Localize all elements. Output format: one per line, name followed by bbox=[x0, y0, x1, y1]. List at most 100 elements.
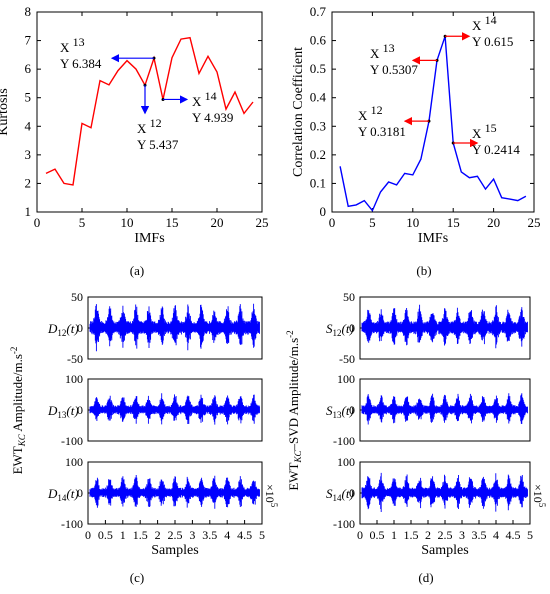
x-tick-label: 0.5 bbox=[370, 528, 385, 542]
y-axis-label: EWTKC–SVD Amplitude/m.s-2 bbox=[285, 330, 303, 490]
x-multiplier: ×105 bbox=[531, 484, 547, 508]
x-tick-label: 0 bbox=[85, 528, 91, 542]
y-tick-label: 5 bbox=[25, 90, 32, 105]
x-tick-label: 5 bbox=[527, 528, 533, 542]
x-tick-label: 15 bbox=[166, 215, 179, 230]
y-tick-label: 1 bbox=[25, 204, 32, 219]
chart-svd-signals: 500-50S12(t)1000-100S13(t)1000-100S14(t)… bbox=[285, 290, 547, 558]
y-tick-label: 0 bbox=[349, 321, 355, 335]
datatip-15: X 15 bbox=[472, 121, 497, 141]
x-tick-label: 3.5 bbox=[202, 528, 217, 542]
x-tick-label: 5 bbox=[79, 215, 86, 230]
panel-label-c: (c) bbox=[130, 570, 144, 585]
x-axis-label: IMFs bbox=[134, 231, 164, 246]
axes-box bbox=[36, 11, 263, 213]
x-tick-label: 2.5 bbox=[438, 528, 453, 542]
y-tick-label: -100 bbox=[333, 434, 355, 448]
subplot-S12: 50 0 -50 S12(t) bbox=[326, 290, 531, 366]
y-tick-label: 7 bbox=[25, 33, 32, 48]
series-line bbox=[45, 36, 254, 186]
y-tick-label: 0.5 bbox=[310, 61, 326, 76]
datatip-13-y: Y 0.5307 bbox=[370, 62, 418, 77]
y-tick-label: -100 bbox=[61, 434, 83, 448]
x-tick-label: 4.5 bbox=[237, 528, 252, 542]
y-tick-label: 100 bbox=[65, 372, 83, 386]
x-tick-label: 20 bbox=[487, 215, 500, 230]
y-tick-label: 0.4 bbox=[310, 90, 327, 105]
subplot-label: S13(t) bbox=[326, 403, 354, 420]
signal-trace bbox=[361, 472, 528, 512]
chart-kurtosis: 0 5 10 15 20 25 1 2 3 4 5 6 7 8 IMFs Kurtosis X 13Y 6.38… bbox=[0, 4, 269, 246]
series-line bbox=[339, 36, 527, 212]
x-tick-label: 25 bbox=[256, 215, 269, 230]
x-tick-label: 3 bbox=[459, 528, 465, 542]
axes-box bbox=[331, 11, 535, 213]
datatip-13: X 13 bbox=[370, 41, 395, 61]
x-tick-label: 5 bbox=[369, 215, 376, 230]
datatip-14: X 14 bbox=[192, 89, 217, 109]
y-axis-label: Correlation Coefficient bbox=[291, 47, 306, 177]
y-tick-label: 0 bbox=[77, 486, 83, 500]
signal-trace bbox=[89, 393, 260, 425]
datatip-12-y: Y 0.3181 bbox=[358, 124, 406, 139]
datatip-14: X 14 bbox=[472, 13, 497, 33]
y-tick-label: 0 bbox=[320, 204, 327, 219]
x-tick-label: 15 bbox=[447, 215, 460, 230]
x-tick-label: 1 bbox=[391, 528, 397, 542]
x-tick-label: 2 bbox=[425, 528, 431, 542]
subplot-label: D14(t) bbox=[47, 486, 79, 503]
x-tick-label: 10 bbox=[406, 215, 419, 230]
x-axis-label: IMFs bbox=[418, 231, 448, 246]
subplot-S13: 100 0 -100 S13(t) bbox=[326, 372, 531, 448]
x-tick-label: 0 bbox=[329, 215, 336, 230]
subplot-label: S12(t) bbox=[326, 321, 354, 338]
y-tick-label: 0.6 bbox=[310, 33, 327, 48]
x-axis-label: Samples bbox=[151, 543, 198, 558]
chart-ewt-signals: 500-50D12(t)1000-100D13(t)1000-100D14(t)… bbox=[9, 290, 279, 558]
subplot-label: D12(t) bbox=[47, 321, 79, 338]
x-tick-label: 3 bbox=[189, 528, 195, 542]
y-tick-label: 3 bbox=[25, 147, 32, 162]
signal-trace bbox=[361, 304, 528, 349]
datatip-14-y: Y 4.939 bbox=[192, 110, 233, 125]
x-tick-label: 1.5 bbox=[133, 528, 148, 542]
y-tick-label: 0 bbox=[77, 321, 83, 335]
y-tick-label: 0 bbox=[349, 403, 355, 417]
datatip-14-y: Y 0.615 bbox=[472, 34, 513, 49]
datatip-15-y: Y 0.2414 bbox=[472, 142, 520, 157]
x-tick-label: 0.5 bbox=[98, 528, 113, 542]
y-tick-label: 0.3 bbox=[310, 118, 326, 133]
x-tick-label: 20 bbox=[211, 215, 224, 230]
chart-correlation: 0 5 10 15 20 25 0 0.1 0.2 0.3 0.4 0.5 0.6 0.7 IMFs Corr… bbox=[291, 4, 541, 246]
subplot-D12: 50 0 -50 D12(t) bbox=[47, 290, 263, 366]
y-tick-label: 0 bbox=[77, 403, 83, 417]
datatip-12: X 12 bbox=[137, 116, 162, 136]
x-tick-label: 0 bbox=[357, 528, 363, 542]
y-tick-label: 100 bbox=[337, 372, 355, 386]
x-tick-label: 1.5 bbox=[404, 528, 419, 542]
x-tick-label: 0 bbox=[34, 215, 41, 230]
x-tick-label: 3.5 bbox=[472, 528, 487, 542]
y-tick-label: -50 bbox=[67, 352, 83, 366]
datatip-13-y: Y 6.384 bbox=[60, 56, 102, 71]
subplot-label: S14(t) bbox=[326, 486, 354, 503]
y-tick-label: 50 bbox=[343, 290, 355, 304]
y-axis-label: EWTKC Amplitude/m.s-2 bbox=[9, 347, 27, 475]
y-tick-label: 0 bbox=[349, 486, 355, 500]
y-tick-label: -100 bbox=[61, 517, 83, 531]
y-tick-label: 6 bbox=[25, 61, 32, 76]
y-tick-label: -100 bbox=[333, 517, 355, 531]
x-multiplier: ×105 bbox=[263, 484, 279, 508]
y-tick-label: 100 bbox=[65, 455, 83, 469]
y-tick-label: 0.1 bbox=[310, 175, 326, 190]
signal-trace bbox=[361, 393, 528, 425]
x-tick-label: 5 bbox=[259, 528, 265, 542]
x-tick-label: 1 bbox=[120, 528, 126, 542]
x-tick-label: 4 bbox=[493, 528, 499, 542]
x-tick-label: 2 bbox=[155, 528, 161, 542]
x-tick-label: 4 bbox=[224, 528, 230, 542]
subplot-label: D13(t) bbox=[47, 403, 79, 420]
